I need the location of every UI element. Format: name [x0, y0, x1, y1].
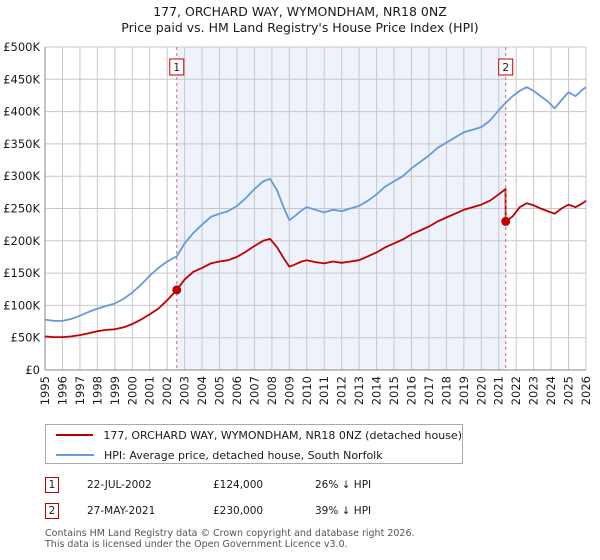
legend-swatch-price-paid [56, 434, 94, 436]
svg-text:£150K: £150K [3, 266, 40, 280]
svg-text:2013: 2013 [352, 376, 366, 405]
svg-text:2003: 2003 [178, 376, 192, 405]
svg-text:2001: 2001 [143, 376, 157, 405]
svg-text:1997: 1997 [73, 376, 87, 405]
transaction-date: 27-MAY-2021 [87, 505, 156, 517]
svg-text:2021: 2021 [492, 376, 506, 405]
chart-title-line-1: 177, ORCHARD WAY, WYMONDHAM, NR18 0NZ [153, 4, 447, 19]
footer-licence: This data is licensed under the Open Gov… [45, 539, 348, 550]
svg-text:1998: 1998 [90, 376, 104, 405]
footer-copyright: Contains HM Land Registry data © Crown c… [45, 528, 415, 539]
svg-text:2023: 2023 [527, 376, 541, 405]
svg-text:1996: 1996 [55, 376, 69, 405]
svg-text:£400K: £400K [3, 105, 40, 119]
svg-text:1: 1 [173, 62, 180, 74]
svg-text:2019: 2019 [457, 376, 471, 405]
svg-text:2011: 2011 [317, 376, 331, 405]
svg-text:£350K: £350K [3, 137, 40, 151]
chart-legend: 177, ORCHARD WAY, WYMONDHAM, NR18 0NZ (d… [45, 424, 463, 464]
marker-badge [169, 58, 185, 76]
transaction-point [172, 285, 182, 295]
legend-label-hpi: HPI: Average price, detached house, Sout… [104, 448, 383, 462]
chart-title-block: 177, ORCHARD WAY, WYMONDHAM, NR18 0NZ Pr… [0, 4, 600, 36]
svg-text:2006: 2006 [230, 376, 244, 405]
legend-swatch-hpi [56, 454, 94, 456]
transaction-point [501, 216, 511, 226]
chart-footer: Contains HM Land Registry data © Crown c… [45, 528, 585, 550]
svg-text:£250K: £250K [3, 202, 40, 216]
svg-text:2014: 2014 [370, 376, 384, 405]
transaction-row[interactable]: 1 22-JUL-2002 £124,000 26% ↓ HPI [45, 474, 371, 496]
svg-text:£50K: £50K [11, 331, 41, 345]
transaction-row[interactable]: 2 27-MAY-2021 £230,000 39% ↓ HPI [45, 500, 371, 522]
legend-label-price-paid: 177, ORCHARD WAY, WYMONDHAM, NR18 0NZ (d… [103, 428, 462, 442]
svg-text:2007: 2007 [247, 376, 261, 405]
svg-text:2002: 2002 [160, 376, 174, 405]
transaction-date: 22-JUL-2002 [87, 479, 152, 491]
svg-text:2024: 2024 [544, 376, 558, 405]
series-line [44, 86, 587, 322]
svg-text:£300K: £300K [3, 169, 40, 183]
svg-text:£0: £0 [25, 363, 40, 377]
svg-text:2009: 2009 [282, 376, 296, 405]
svg-text:2012: 2012 [335, 376, 349, 405]
svg-text:£200K: £200K [3, 234, 40, 248]
marker-badge [498, 58, 514, 76]
svg-text:2016: 2016 [404, 376, 418, 405]
svg-text:2018: 2018 [439, 376, 453, 405]
svg-text:2025: 2025 [562, 376, 576, 405]
transaction-price: £230,000 [213, 505, 264, 517]
svg-text:2026: 2026 [579, 376, 593, 405]
chart-plot-area: £0 £50K £100K £150K £200K £250K £300K £350K £400… [3, 40, 593, 405]
chart-title-line-2: Price paid vs. HM Land Registry's House … [121, 20, 479, 35]
svg-text:2004: 2004 [195, 376, 209, 405]
svg-text:2017: 2017 [422, 376, 436, 405]
transaction-price: £124,000 [213, 479, 264, 491]
transaction-hpi-delta: 26% ↓ HPI [315, 479, 372, 491]
svg-text:2008: 2008 [265, 376, 279, 405]
transaction-marker-number: 2 [45, 503, 59, 519]
svg-text:£100K: £100K [3, 298, 40, 312]
svg-text:2005: 2005 [213, 376, 227, 405]
svg-text:2: 2 [502, 62, 509, 74]
svg-text:£450K: £450K [3, 72, 40, 86]
svg-text:£500K: £500K [3, 40, 40, 54]
svg-text:1995: 1995 [38, 376, 52, 405]
transaction-hpi-delta: 39% ↓ HPI [315, 505, 372, 517]
transaction-marker-number: 1 [45, 477, 59, 493]
svg-text:1999: 1999 [108, 376, 122, 405]
series-line [44, 188, 587, 338]
svg-text:2020: 2020 [474, 376, 488, 405]
svg-text:2022: 2022 [509, 376, 523, 405]
svg-text:2015: 2015 [387, 376, 401, 405]
svg-text:2010: 2010 [300, 376, 314, 405]
svg-text:2000: 2000 [125, 376, 139, 405]
legend-item-hpi: HPI: Average price, detached house, Sout… [46, 445, 462, 465]
legend-item-price-paid: 177, ORCHARD WAY, WYMONDHAM, NR18 0NZ (d… [46, 425, 462, 445]
